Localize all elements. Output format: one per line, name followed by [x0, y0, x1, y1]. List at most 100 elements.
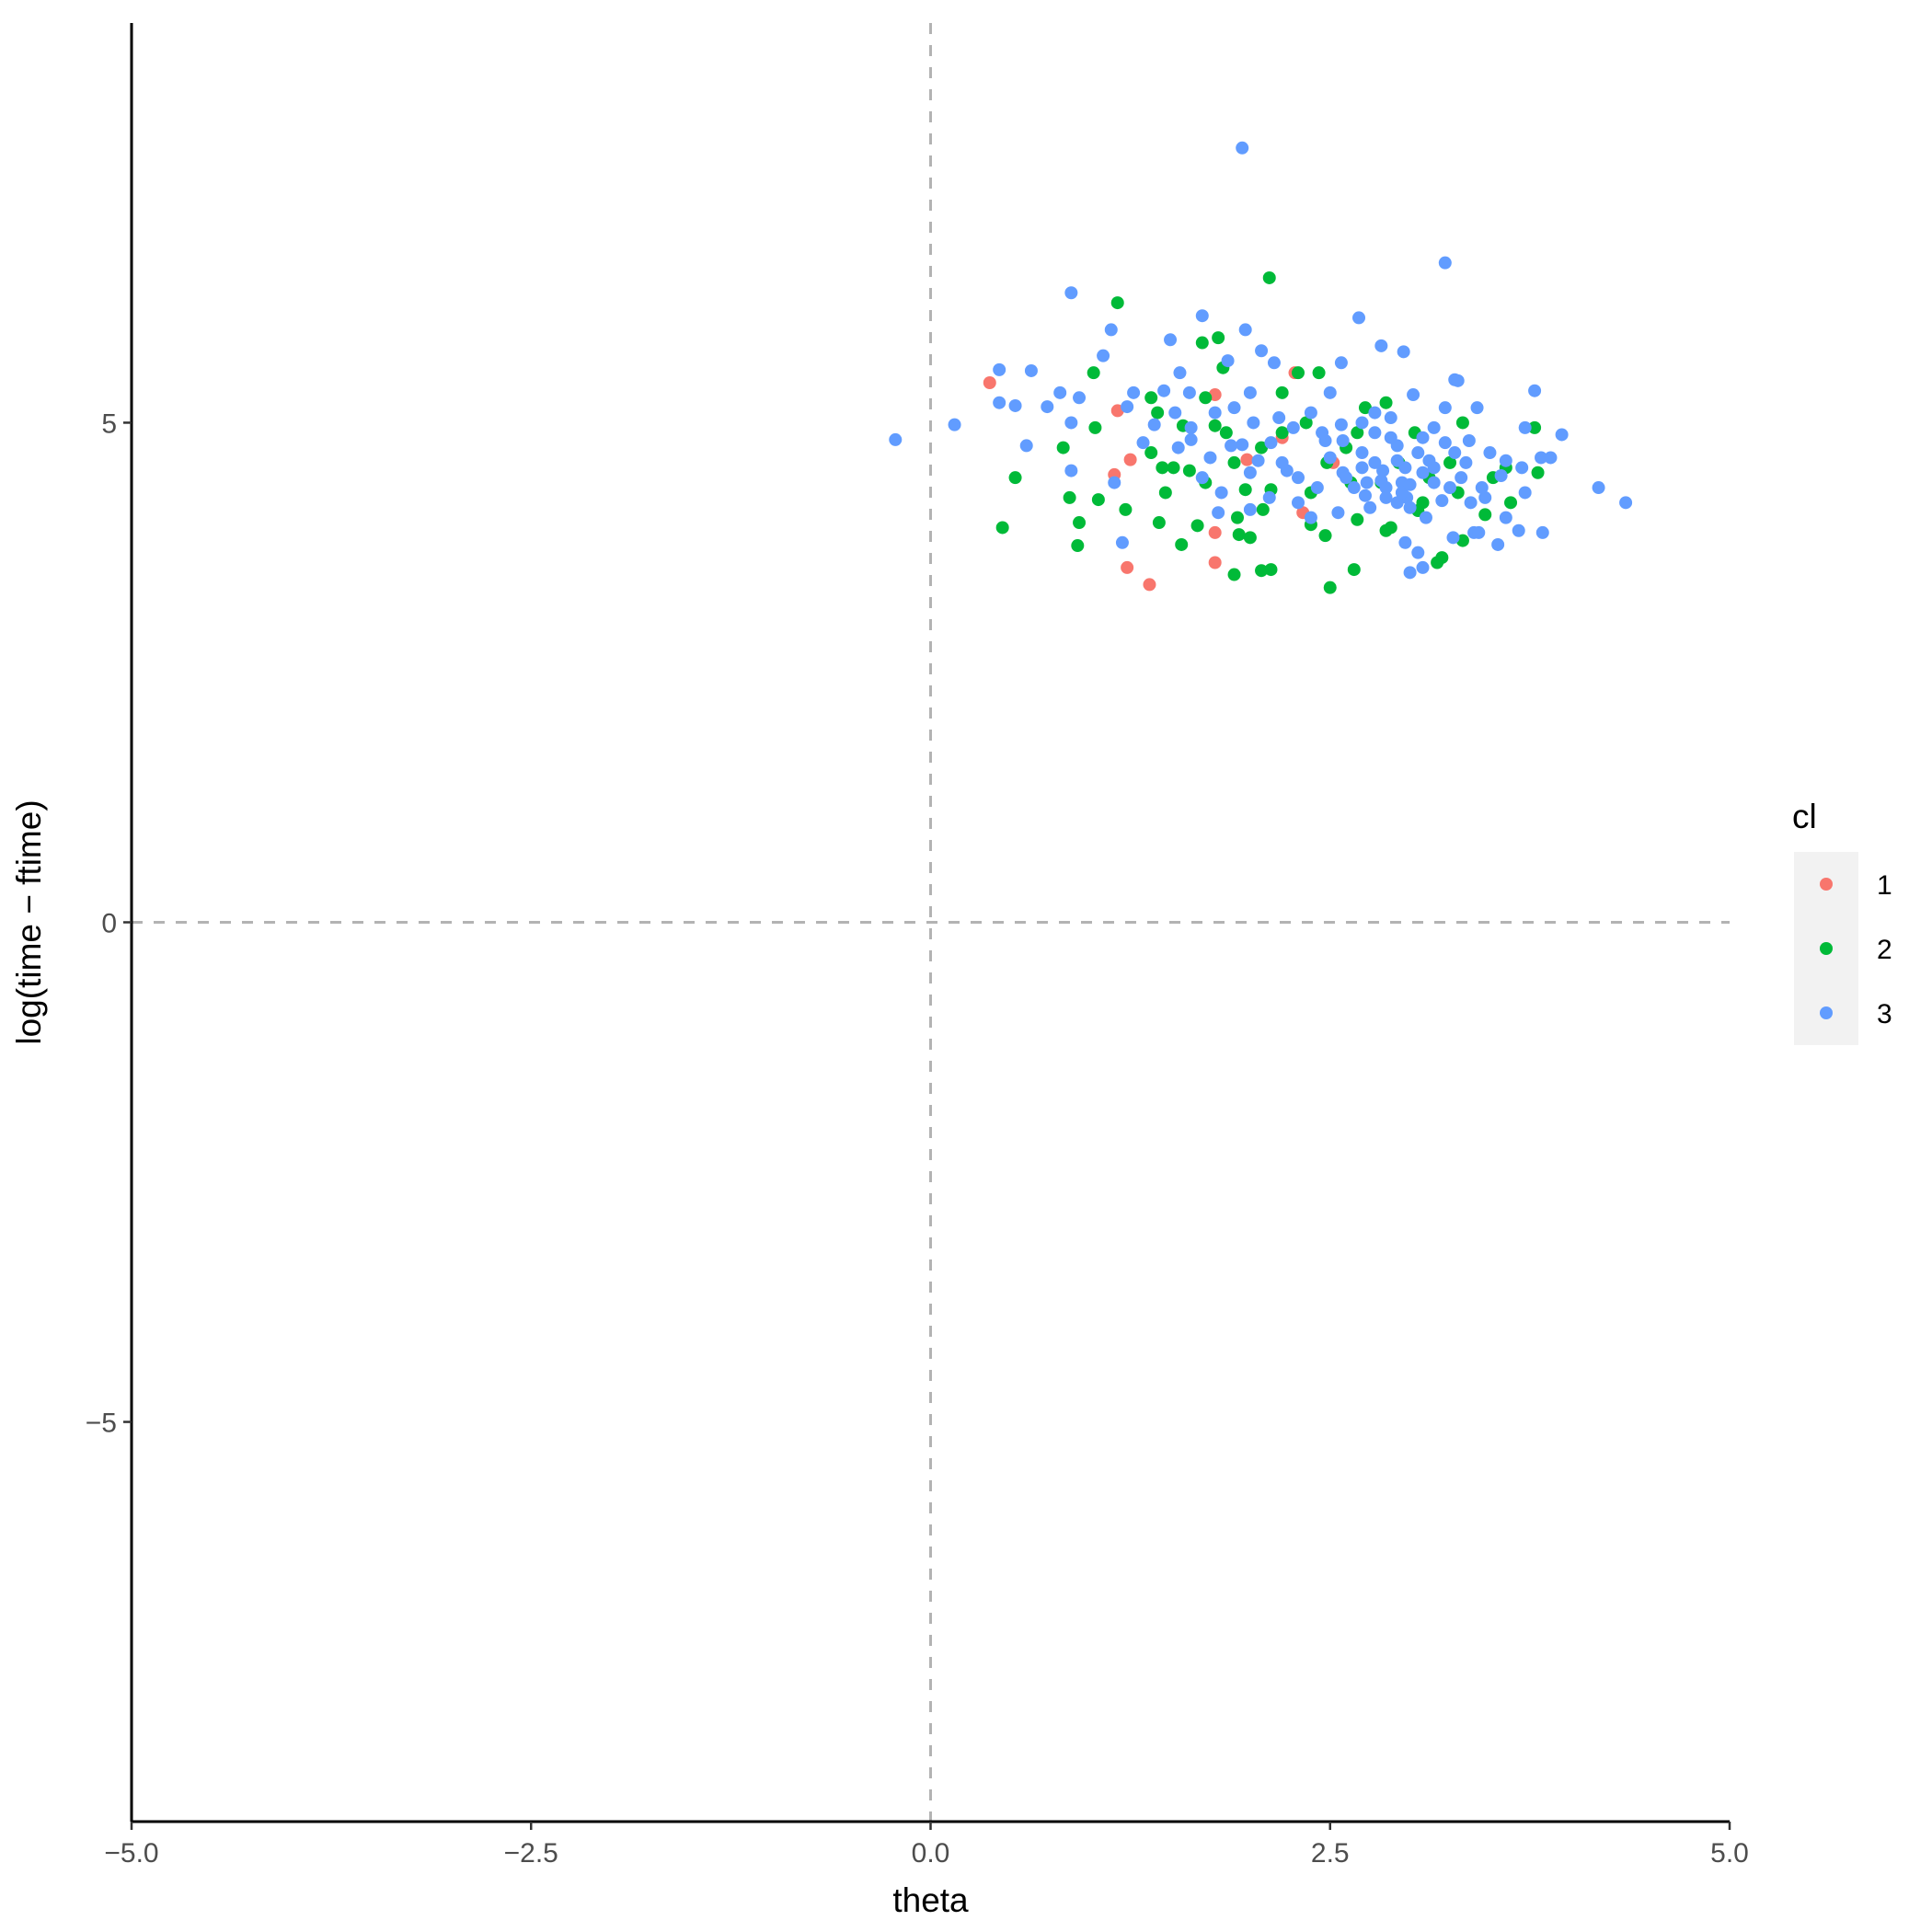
data-point-cl-3	[1251, 454, 1265, 467]
data-point-cl-2	[1318, 529, 1332, 543]
data-point-cl-3	[1195, 471, 1209, 485]
y-tick-label: −5	[86, 1409, 117, 1439]
data-point-cl-3	[1243, 466, 1257, 479]
data-point-cl-2	[1275, 385, 1289, 399]
data-point-cl-3	[1427, 461, 1441, 475]
data-point-cl-3	[1255, 344, 1269, 358]
data-point-cl-3	[993, 362, 1006, 376]
data-point-cl-3	[1304, 511, 1317, 524]
data-point-cl-3	[1358, 489, 1372, 502]
data-point-cl-3	[1411, 546, 1425, 559]
reference-lines	[132, 23, 1730, 1822]
data-point-cl-2	[1358, 401, 1372, 415]
y-axis-title: log(time − ftime)	[10, 799, 48, 1044]
data-point-cl-3	[1024, 363, 1038, 377]
data-point-cl-2	[1455, 416, 1469, 430]
data-point-cl-2	[1199, 391, 1213, 405]
data-point-cl-2	[1158, 486, 1172, 500]
data-point-cl-2	[1347, 563, 1361, 577]
data-point-cl-2	[1110, 296, 1124, 310]
data-point-cl-2	[1531, 466, 1545, 479]
data-point-cl-3	[1097, 349, 1110, 362]
data-point-cl-3	[1535, 451, 1548, 465]
data-point-cl-3	[1464, 496, 1478, 510]
data-point-cl-2	[1008, 471, 1022, 485]
data-point-cl-3	[1323, 385, 1337, 399]
data-point-cl-3	[1355, 416, 1369, 430]
legend: cl 1 2 3	[1792, 798, 1892, 1045]
data-point-cl-3	[1384, 411, 1397, 425]
legend-label-1: 1	[1877, 870, 1892, 901]
data-point-cl-3	[1310, 481, 1324, 495]
x-tick-label: −5.0	[104, 1838, 158, 1869]
data-point-cl-3	[1243, 385, 1257, 399]
data-point-cl-3	[1416, 466, 1430, 479]
data-point-cl-3	[1355, 461, 1369, 475]
data-point-cl-3	[1374, 474, 1388, 488]
data-point-cl-3	[1136, 436, 1150, 450]
data-point-cl-2	[1528, 420, 1542, 434]
data-point-cl-3	[1334, 418, 1348, 431]
data-point-cl-2	[1351, 426, 1364, 440]
data-point-cl-3	[1323, 451, 1337, 465]
data-point-cl-1	[983, 376, 996, 389]
legend-label-2: 2	[1877, 935, 1892, 965]
data-point-cl-3	[1398, 535, 1412, 549]
data-point-cl-3	[1478, 490, 1492, 504]
data-point-cl-3	[1390, 454, 1404, 467]
data-point-cl-3	[1221, 354, 1235, 368]
data-point-cl-3	[1403, 566, 1417, 580]
data-point-cl-3	[1459, 455, 1473, 469]
data-point-cl-2	[1182, 464, 1196, 477]
data-point-cl-3	[948, 418, 961, 431]
data-point-cl-3	[1316, 426, 1329, 440]
data-point-cl-3	[1164, 333, 1178, 347]
data-point-cl-3	[1053, 385, 1067, 399]
data-point-cl-3	[1173, 366, 1187, 380]
data-point-cl-3	[1416, 431, 1430, 444]
data-point-cl-3	[1019, 439, 1033, 453]
data-point-cl-2	[1255, 564, 1269, 578]
legend-key-2	[1820, 942, 1833, 955]
data-point-cl-3	[1286, 420, 1300, 434]
legend-label-3: 3	[1877, 999, 1892, 1029]
data-point-cl-3	[1227, 401, 1241, 415]
data-point-cl-3	[1438, 436, 1452, 450]
data-point-cl-3	[1462, 433, 1476, 447]
data-point-cl-3	[1236, 141, 1249, 155]
data-point-cl-3	[1499, 454, 1512, 467]
data-point-cl-3	[1275, 455, 1289, 469]
data-point-cl-2	[1151, 406, 1165, 420]
data-point-cl-3	[1247, 416, 1260, 430]
data-point-cl-2	[1167, 461, 1180, 475]
data-point-cl-3	[1064, 464, 1078, 477]
data-point-cl-3	[1403, 500, 1417, 514]
data-point-cl-3	[1127, 385, 1141, 399]
data-point-cl-3	[1368, 406, 1382, 420]
data-point-cl-3	[1115, 535, 1129, 549]
data-point-cl-3	[1379, 490, 1393, 504]
data-point-cl-2	[1292, 366, 1305, 380]
data-point-cl-3	[889, 432, 903, 446]
data-point-cl-3	[1184, 420, 1198, 434]
data-point-cl-3	[993, 396, 1006, 409]
data-point-cl-3	[1368, 455, 1382, 469]
data-point-cl-3	[1243, 502, 1257, 516]
data-point-cl-2	[1195, 336, 1209, 350]
data-point-cl-2	[1256, 502, 1270, 516]
data-point-cl-2	[1056, 441, 1070, 454]
data-points	[889, 141, 1633, 594]
y-tick-label: 0	[101, 909, 117, 939]
data-point-cl-3	[1157, 384, 1171, 397]
data-point-cl-3	[1397, 345, 1410, 359]
data-point-cl-3	[1147, 418, 1161, 431]
data-point-cl-2	[1379, 396, 1393, 409]
data-point-cl-3	[1304, 406, 1317, 420]
data-point-cl-2	[1071, 539, 1085, 553]
data-point-cl-2	[1190, 519, 1204, 533]
data-point-cl-3	[1451, 374, 1465, 387]
data-point-cl-1	[1208, 556, 1222, 569]
data-point-cl-3	[1374, 339, 1388, 352]
data-point-cl-3	[1535, 525, 1549, 539]
data-point-cl-3	[1376, 464, 1390, 477]
